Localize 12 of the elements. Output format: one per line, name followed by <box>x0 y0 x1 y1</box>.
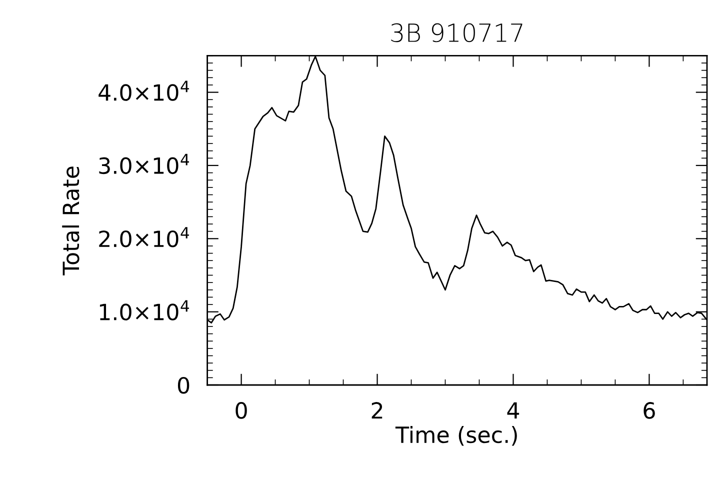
x-tick-label: 0 <box>236 402 247 419</box>
y-tick-label: 4.0×10$^{4}$ <box>98 80 189 101</box>
y-axis-title: Total Rate <box>62 166 80 276</box>
x-tick-label: 2 <box>372 402 382 419</box>
y-tick-label: 0 <box>178 376 190 394</box>
x-tick-label: 4 <box>507 402 520 419</box>
y-tick-label: 2.0×10$^{4}$ <box>99 227 189 248</box>
x-axis-title: Time (sec.) <box>395 426 517 446</box>
y-tick-label: 3.0×10$^{4}$ <box>99 154 189 174</box>
y-tick-label: 1.0×10$^{4}$ <box>100 300 189 320</box>
x-tick-label: 6 <box>644 402 655 419</box>
chart-title: 3B 910717 <box>391 23 522 42</box>
